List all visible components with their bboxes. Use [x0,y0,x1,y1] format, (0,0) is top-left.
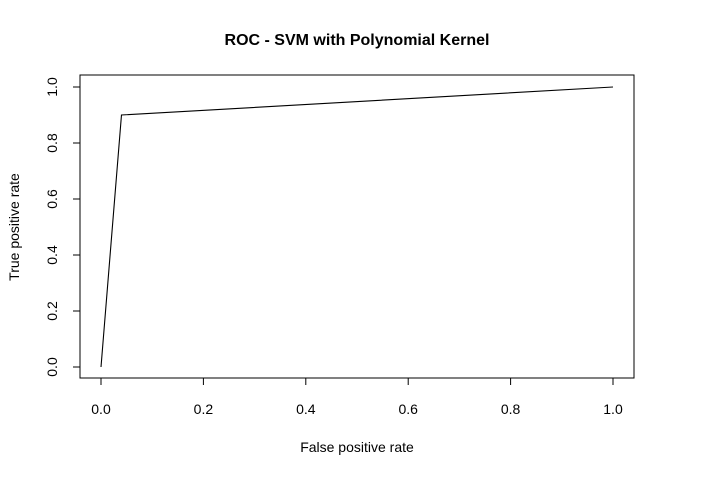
x-axis-label: False positive rate [300,439,414,455]
x-tick-label: 0.0 [91,401,111,417]
x-tick-label: 0.6 [398,401,418,417]
y-tick-label: 0.2 [44,301,60,321]
chart-title: ROC - SVM with Polynomial Kernel [225,32,490,49]
series-layer [100,86,614,368]
x-tick-label: 0.2 [194,401,214,417]
y-tick-label: 0.8 [44,133,60,153]
y-axis: 0.0 0.2 0.4 0.6 0.8 1.0 [44,77,81,377]
y-tick-label: 0.6 [44,189,60,209]
x-tick-label: 0.8 [501,401,521,417]
y-tick-label: 1.0 [44,77,60,97]
x-tick-label: 0.4 [296,401,316,417]
y-tick-label: 0.0 [44,357,60,377]
x-tick-label: 1.0 [603,401,623,417]
x-axis: 0.0 0.2 0.4 0.6 0.8 1.0 [91,377,623,417]
plot-frame [79,74,635,379]
y-axis-label: True positive rate [6,173,22,281]
roc-curve-line [100,86,614,368]
y-tick-label: 0.4 [44,245,60,265]
